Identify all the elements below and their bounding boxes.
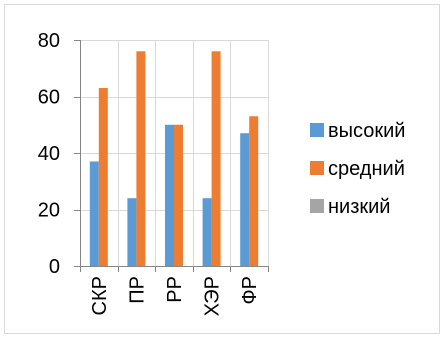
bar-высокий-ФР [240, 133, 250, 266]
bar-высокий-РР [165, 124, 174, 266]
bar-высокий-СКР [89, 161, 99, 266]
y-axis-tick-labels: 0 20 40 60 80 [38, 30, 60, 278]
plot-bars [89, 51, 259, 267]
bar-средний-РР [174, 124, 183, 266]
plot-axes [74, 40, 269, 272]
bar-средний-ХЭР [211, 51, 221, 266]
x-category-label: РР [164, 276, 186, 303]
x-category-label: ПР [126, 276, 148, 304]
bar-высокий-ХЭР [202, 198, 212, 266]
legend-label: средний [328, 158, 405, 180]
x-category-label: СКР [89, 276, 111, 315]
y-tick-label: 60 [38, 87, 60, 109]
bar-средний-ФР [249, 116, 259, 267]
chart-border [4, 4, 440, 334]
bar-средний-СКР [98, 88, 108, 267]
x-category-label: ХЭР [202, 276, 224, 316]
y-tick-label: 80 [38, 30, 60, 52]
legend-swatch-высокий [310, 123, 324, 137]
legend-swatch-низкий [310, 199, 324, 213]
legend: высокий средний низкий [310, 120, 405, 218]
plot-gridlines [80, 40, 269, 266]
x-axis-category-labels: СКР ПР РР ХЭР ФР [89, 276, 261, 316]
bar-средний-ПР [136, 51, 146, 266]
y-tick-label: 40 [38, 143, 60, 165]
x-category-label: ФР [239, 276, 261, 305]
legend-label: высокий [328, 120, 405, 142]
legend-swatch-средний [310, 161, 324, 175]
bar-высокий-ПР [127, 198, 137, 266]
legend-label: низкий [328, 196, 390, 218]
y-tick-label: 0 [49, 256, 60, 278]
y-tick-label: 20 [38, 200, 60, 222]
